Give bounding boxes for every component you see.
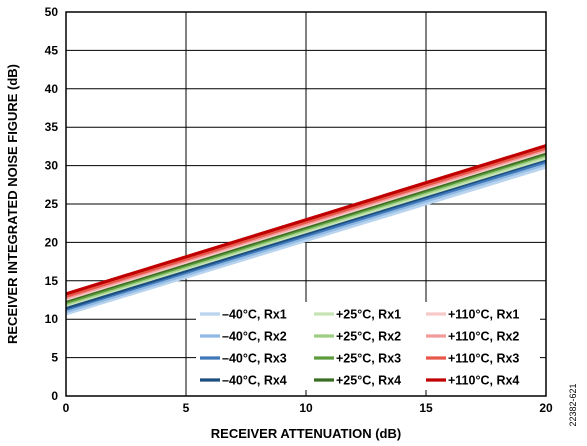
x-tick-label: 10 bbox=[299, 401, 313, 415]
y-tick-labels: 0 5 10 15 20 25 30 35 40 45 50 bbox=[45, 5, 59, 403]
y-tick-label: 45 bbox=[45, 43, 59, 57]
legend-entry: +25°C, Rx3 bbox=[336, 352, 401, 366]
y-tick-label: 20 bbox=[45, 235, 59, 249]
legend-entry: +25°C, Rx2 bbox=[336, 330, 401, 344]
x-tick-labels: 0 5 10 15 20 bbox=[63, 401, 553, 415]
legend-entry: +25°C, Rx4 bbox=[336, 374, 401, 388]
x-tick-label: 20 bbox=[539, 401, 553, 415]
y-tick-label: 50 bbox=[45, 5, 59, 19]
y-tick-label: 35 bbox=[45, 120, 59, 134]
legend-entry: +110°C, Rx1 bbox=[448, 308, 519, 322]
legend: –40°C, Rx1 –40°C, Rx2 –40°C, Rx3 –40°C, Rx4… bbox=[196, 302, 540, 390]
series-line bbox=[65, 146, 547, 298]
legend-entry: –40°C, Rx3 bbox=[222, 352, 287, 366]
y-tick-label: 15 bbox=[45, 274, 59, 288]
legend-entry: –40°C, Rx2 bbox=[222, 330, 287, 344]
y-tick-label: 0 bbox=[51, 389, 58, 403]
legend-box bbox=[196, 302, 540, 390]
x-tick-label: 5 bbox=[183, 401, 190, 415]
y-tick-label: 5 bbox=[51, 351, 58, 365]
series-line bbox=[65, 165, 547, 316]
figure-id: 22382-621 bbox=[568, 383, 578, 426]
x-tick-label: 0 bbox=[63, 401, 70, 415]
legend-entry: +110°C, Rx3 bbox=[448, 352, 519, 366]
series-line bbox=[65, 162, 547, 314]
legend-entry: –40°C, Rx1 bbox=[222, 308, 287, 322]
x-axis-title: RECEIVER ATTENUATION (dB) bbox=[211, 426, 401, 441]
y-tick-label: 25 bbox=[45, 197, 59, 211]
legend-entry: +25°C, Rx1 bbox=[336, 308, 401, 322]
y-tick-label: 30 bbox=[45, 159, 59, 173]
plot-frame bbox=[65, 11, 547, 397]
legend-entry: +110°C, Rx4 bbox=[448, 374, 519, 388]
series-lines bbox=[65, 144, 547, 316]
y-axis-title: RECEIVER INTEGRATED NOISE FIGURE (dB) bbox=[5, 64, 20, 344]
x-tick-label: 15 bbox=[419, 401, 433, 415]
y-tick-label: 10 bbox=[45, 312, 59, 326]
y-tick-label: 40 bbox=[45, 82, 59, 96]
legend-entry: +110°C, Rx2 bbox=[448, 330, 519, 344]
series-line bbox=[65, 144, 547, 296]
legend-entry: –40°C, Rx4 bbox=[222, 374, 287, 388]
